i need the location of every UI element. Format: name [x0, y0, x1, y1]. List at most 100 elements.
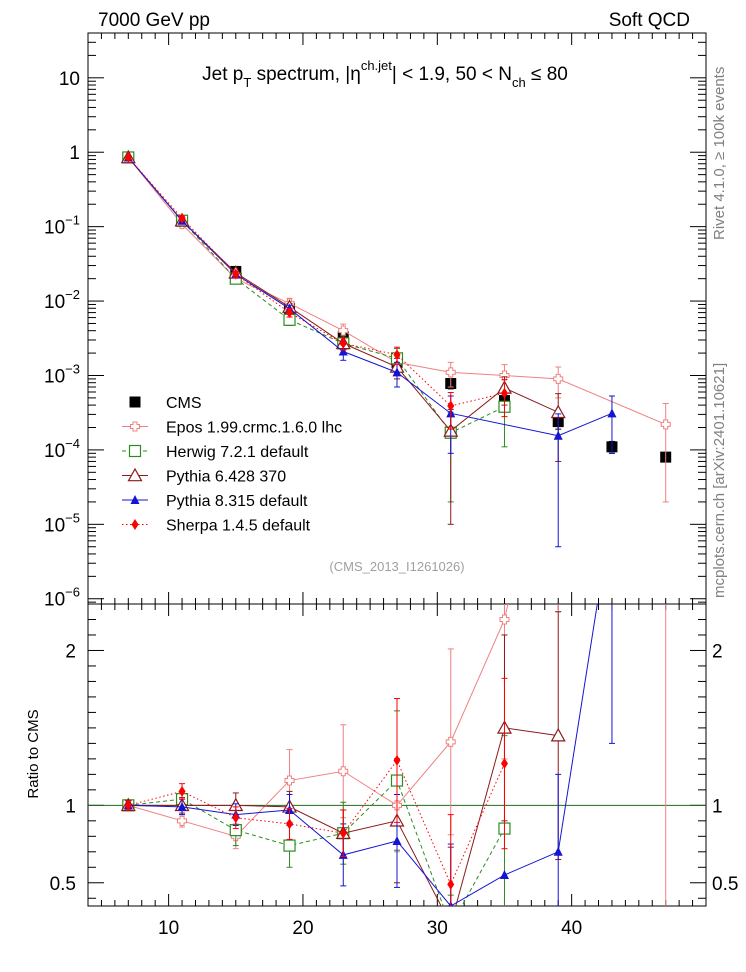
y-tick-label-base: 10	[44, 590, 65, 611]
ratio-point	[338, 766, 349, 777]
data-point	[553, 430, 563, 440]
mcplots-label: mcplots.cern.ch [arXiv:2401.10621]	[711, 363, 728, 598]
ratio-point	[392, 835, 402, 845]
title-part-d: ≤ 80	[526, 64, 568, 85]
legend: CMS Epos 1.99.crmc.1.6.0 lhc Herwig 7.2.1 …	[122, 395, 342, 535]
ratio-point	[286, 818, 294, 830]
ratio-point	[447, 878, 455, 890]
y-tick-label-base: 10	[59, 69, 80, 90]
ratio-plot-series	[88, 506, 706, 906]
y-tick-label-base: 10	[44, 366, 65, 387]
data-point	[445, 367, 456, 378]
y-tick-label: 10−6	[44, 585, 80, 611]
legend-entry-0: CMS	[129, 395, 202, 412]
legend-marker	[129, 396, 141, 408]
ratio-point	[177, 815, 188, 826]
data-point	[500, 387, 508, 399]
x-tick-label: 10	[158, 918, 179, 939]
y-tick-label: 10	[59, 69, 80, 90]
y-tick-label: 1	[69, 143, 80, 164]
y-tick-label-base: 10	[44, 515, 65, 536]
y-tick-label-base: 1	[69, 143, 80, 164]
header-left: 7000 GeV pp	[98, 10, 210, 31]
chart-title: Jet pT spectrum, |ηch.jet| < 1.9, 50 < N…	[202, 58, 568, 90]
y-tick-label-base: 10	[44, 441, 65, 462]
data-point	[339, 337, 347, 349]
data-point	[553, 373, 564, 384]
ratio-point	[124, 799, 132, 811]
ratio-point	[283, 839, 296, 852]
ratio-point	[550, 727, 566, 742]
series-line	[127, 157, 613, 437]
ratio-point	[339, 827, 347, 839]
legend-marker	[131, 519, 139, 530]
ratio-point	[177, 801, 187, 811]
legend-entry-2: Herwig 7.2.1 default	[122, 444, 309, 461]
title-part-b: spectrum, |η	[251, 64, 360, 85]
y-tick-label-base: 10	[44, 218, 65, 239]
y-tick-label: 10−1	[44, 213, 80, 239]
main-plot-series	[120, 149, 672, 548]
ratio-line	[128, 779, 505, 906]
ratio-point	[499, 614, 510, 625]
series-line	[127, 157, 505, 407]
legend-label: CMS	[166, 395, 202, 412]
ratio-ylabel: Ratio to CMS	[25, 709, 42, 798]
ratio-point	[500, 758, 508, 770]
y-tick-label-exp: −6	[65, 585, 80, 600]
ratio-line	[128, 604, 598, 906]
data-point	[124, 151, 132, 163]
data-point	[338, 346, 348, 356]
ratio-line	[128, 604, 509, 837]
ratio-y-tick-label-right: 1	[712, 796, 723, 817]
ratio-point	[178, 785, 186, 797]
legend-label: Pythia 6.428 370	[166, 469, 286, 486]
legend-marker	[130, 495, 140, 504]
ratio-point	[445, 736, 456, 747]
rivet-label: Rivet 4.1.0, ≥ 100k events	[711, 67, 728, 240]
title-sub-a: T	[243, 75, 251, 90]
series-line	[127, 157, 505, 434]
data-point	[338, 325, 349, 336]
ratio-point	[553, 846, 563, 856]
y-tick-label-exp: −5	[65, 510, 80, 525]
data-point	[392, 367, 402, 377]
ratio-point	[661, 530, 670, 539]
title-part-a: Jet p	[202, 64, 243, 85]
ratio-series-4	[123, 506, 616, 906]
data-point	[178, 212, 186, 224]
legend-marker	[128, 444, 142, 458]
legend-entry-3: Pythia 6.428 370	[122, 467, 286, 486]
title-sub-c: ch	[512, 75, 526, 90]
y-tick-label: 10−4	[44, 436, 80, 462]
x-tick-label: 40	[561, 918, 582, 939]
data-point	[447, 400, 455, 412]
ratio-point	[607, 506, 616, 515]
title-sup-b: ch.jet	[361, 58, 392, 73]
data-point	[660, 419, 671, 430]
y-tick-label-base: 10	[44, 292, 65, 313]
ratio-y-tick-label: 1	[65, 796, 76, 817]
ratio-y-tick-label-right: 2	[712, 641, 723, 662]
main-series-5	[124, 151, 508, 430]
y-tick-label: 10−2	[44, 287, 80, 313]
data-point	[232, 268, 240, 280]
ratio-series-2	[122, 710, 511, 906]
ratio-y-tick-label: 2	[65, 641, 76, 662]
ratio-point	[232, 812, 240, 824]
series-line	[127, 157, 666, 425]
legend-entry-1: Epos 1.99.crmc.1.6.0 lhc	[122, 420, 342, 437]
x-tick-label: 20	[292, 918, 313, 939]
ratio-y-tick-label: 0.5	[50, 874, 76, 895]
x-tick-label: 30	[427, 918, 448, 939]
legend-marker	[130, 421, 140, 432]
y-tick-label-exp: −3	[65, 361, 80, 376]
legend-label: Pythia 8.315 default	[166, 493, 308, 510]
ratio-line	[128, 759, 505, 886]
analysis-watermark: (CMS_2013_I1261026)	[329, 559, 464, 574]
y-tick-label-exp: −1	[65, 213, 80, 228]
legend-label: Herwig 7.2.1 default	[166, 444, 309, 461]
main-series-0	[122, 151, 672, 463]
y-tick-label-exp: −4	[65, 436, 80, 451]
